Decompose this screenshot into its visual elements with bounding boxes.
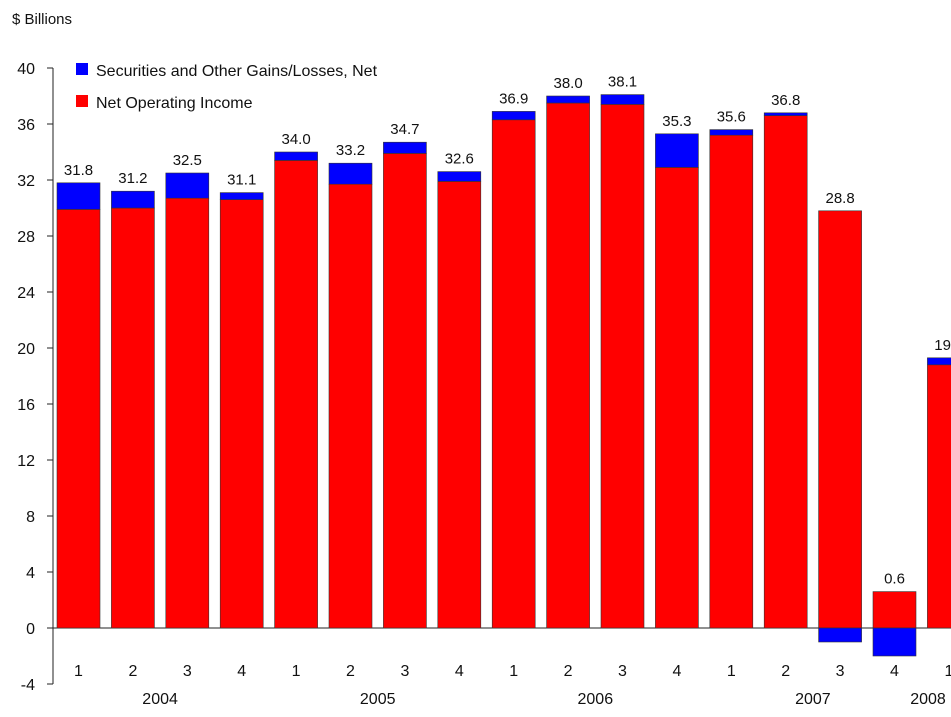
quarter-tick-label: 3	[400, 663, 409, 680]
bar-net-operating-income	[491, 119, 536, 629]
y-tick-label: 24	[17, 285, 35, 302]
bar-securities-losses	[818, 627, 862, 643]
quarter-tick-label: 1	[727, 663, 736, 680]
bar-net-operating-income	[219, 199, 264, 629]
quarter-tick-label: 2	[564, 663, 573, 680]
bar-net-operating-income	[763, 115, 808, 629]
legend-swatch-securities	[76, 63, 88, 75]
year-label: 2006	[578, 691, 614, 708]
bars-group	[56, 94, 951, 657]
bar-total-label: 32.6	[445, 151, 474, 168]
bar-total-label: 0.6	[884, 571, 905, 588]
y-tick-label: 32	[17, 173, 35, 190]
y-tick-label: 16	[17, 397, 35, 414]
quarter-tick-label: 3	[183, 663, 192, 680]
bar-securities-gains	[56, 182, 101, 210]
bar-net-operating-income	[872, 591, 917, 629]
bar-total-label: 38.1	[608, 74, 637, 91]
quarter-tick-label: 2	[128, 663, 137, 680]
y-tick-label: 36	[17, 117, 35, 134]
quarter-tick-label: 4	[672, 663, 681, 680]
y-axis-unit-label: $ Billions	[12, 11, 72, 28]
bar-securities-gains	[491, 111, 536, 121]
bar-securities-gains	[437, 171, 482, 182]
bar-net-operating-income	[600, 104, 645, 629]
bar-securities-gains	[927, 357, 951, 366]
bar-securities-gains	[219, 192, 264, 200]
quarter-tick-label: 1	[74, 663, 83, 680]
quarter-tick-label: 3	[836, 663, 845, 680]
bar-securities-gains	[763, 112, 808, 116]
bar-net-operating-income	[328, 183, 373, 629]
y-tick-label: 28	[17, 229, 35, 246]
bar-total-label: 34.7	[390, 121, 419, 138]
bar-total-label: 32.5	[173, 152, 202, 169]
bar-securities-gains	[328, 162, 373, 185]
bar-securities-gains	[655, 133, 699, 168]
y-tick-label: 20	[17, 341, 35, 358]
quarter-tick-label: 1	[292, 663, 301, 680]
bar-total-label: 35.6	[717, 109, 746, 126]
bar-total-label: 28.8	[825, 190, 854, 207]
bar-securities-gains	[546, 95, 590, 104]
y-tick-label: 0	[26, 621, 35, 638]
bar-net-operating-income	[709, 134, 754, 629]
quarter-tick-label: 3	[618, 663, 627, 680]
bar-total-label: 38.0	[553, 75, 582, 92]
legend: Securities and Other Gains/Losses, Net N…	[76, 63, 378, 112]
bar-securities-gains	[383, 141, 427, 154]
year-label: 2007	[795, 691, 831, 708]
year-label: 2004	[142, 691, 178, 708]
value-labels: 31.8 31.2 32.5 31.1 34.0 33.2 34.7 32.6 36.9 38.0…	[64, 74, 951, 588]
legend-swatch-net-operating-income	[76, 95, 88, 107]
bar-securities-gains	[709, 129, 754, 136]
y-tick-label: 8	[26, 509, 35, 526]
y-tick-label: 40	[17, 61, 35, 78]
bar-total-label: 33.2	[336, 142, 365, 159]
quarter-tick-label: 1	[509, 663, 518, 680]
year-label: 2008	[910, 691, 946, 708]
y-tick-label: 4	[26, 565, 35, 582]
bar-total-label: 19.3	[934, 337, 951, 354]
bar-total-label: 31.2	[118, 170, 147, 187]
bar-securities-gains	[600, 94, 645, 105]
bar-net-operating-income	[274, 160, 318, 629]
bar-securities-gains	[165, 172, 210, 199]
bar-total-label: 34.0	[281, 131, 310, 148]
bar-net-operating-income	[818, 210, 862, 629]
y-tick-label: 12	[17, 453, 35, 470]
bar-total-label: 35.3	[662, 113, 691, 130]
y-tick-label: -4	[21, 677, 35, 694]
bar-securities-gains	[111, 190, 155, 209]
bar-total-label: 36.9	[499, 90, 528, 107]
quarter-tick-label: 4	[455, 663, 464, 680]
legend-label-net-operating-income: Net Operating Income	[96, 95, 253, 112]
bar-securities-losses	[872, 627, 917, 657]
quarter-tick-label: 2	[781, 663, 790, 680]
bar-net-operating-income	[383, 153, 427, 629]
quarter-tick-label: 4	[890, 663, 899, 680]
quarter-tick-label: 4	[237, 663, 246, 680]
bar-total-label: 36.8	[771, 92, 800, 109]
bar-total-label: 31.8	[64, 162, 93, 179]
bar-net-operating-income	[56, 209, 101, 629]
bar-net-operating-income	[165, 197, 210, 629]
bar-net-operating-income	[546, 102, 590, 629]
bar-net-operating-income	[437, 181, 482, 629]
bar-net-operating-income	[927, 364, 951, 629]
bar-net-operating-income	[655, 167, 699, 629]
quarter-tick-label: 2	[346, 663, 355, 680]
quarter-tick-label: 1	[944, 663, 951, 680]
bar-net-operating-income	[111, 207, 155, 629]
x-axis: 1 2 3 4 1 2 3 4 1 2 3 4 1 2 3 4 1 2004 2005 2006 2007 2008	[74, 663, 951, 708]
year-label: 2005	[360, 691, 396, 708]
bar-securities-gains	[274, 151, 318, 161]
bar-total-label: 31.1	[227, 172, 256, 189]
legend-label-securities: Securities and Other Gains/Losses, Net	[96, 63, 378, 80]
